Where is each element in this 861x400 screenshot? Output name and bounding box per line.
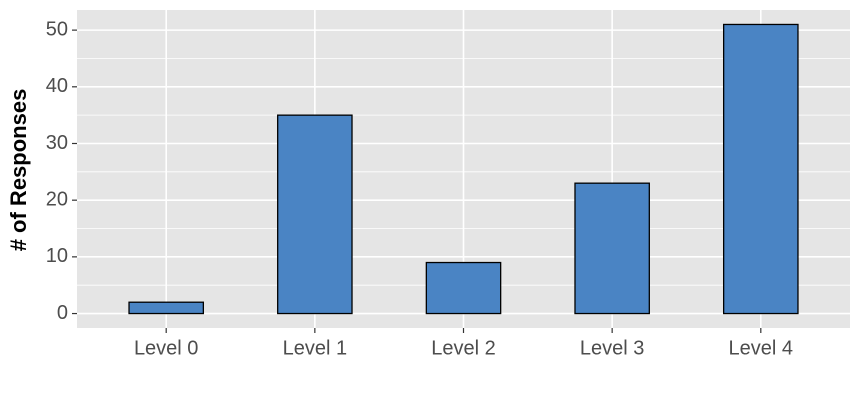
x-tick-label: Level 2 [431, 337, 496, 359]
y-tick-label: 50 [46, 18, 68, 40]
bar [277, 114, 353, 315]
y-axis-label: # of Responses [6, 89, 31, 252]
bar [128, 301, 205, 315]
y-tick-label: 30 [46, 132, 68, 154]
x-tick-label: Level 3 [580, 337, 645, 359]
grid [77, 10, 850, 328]
x-tick-label: Level 1 [283, 337, 348, 359]
y-tick-label: 0 [57, 302, 68, 324]
bar [574, 182, 650, 315]
marks [128, 23, 799, 315]
bar [425, 261, 502, 315]
y-tick-label: 10 [46, 245, 68, 267]
bar [722, 23, 799, 315]
x-tick-label: Level 0 [134, 337, 199, 359]
y-tick-label: 20 [46, 188, 68, 210]
x-tick-label: Level 4 [729, 337, 794, 359]
y-tick-label: 40 [46, 75, 68, 97]
